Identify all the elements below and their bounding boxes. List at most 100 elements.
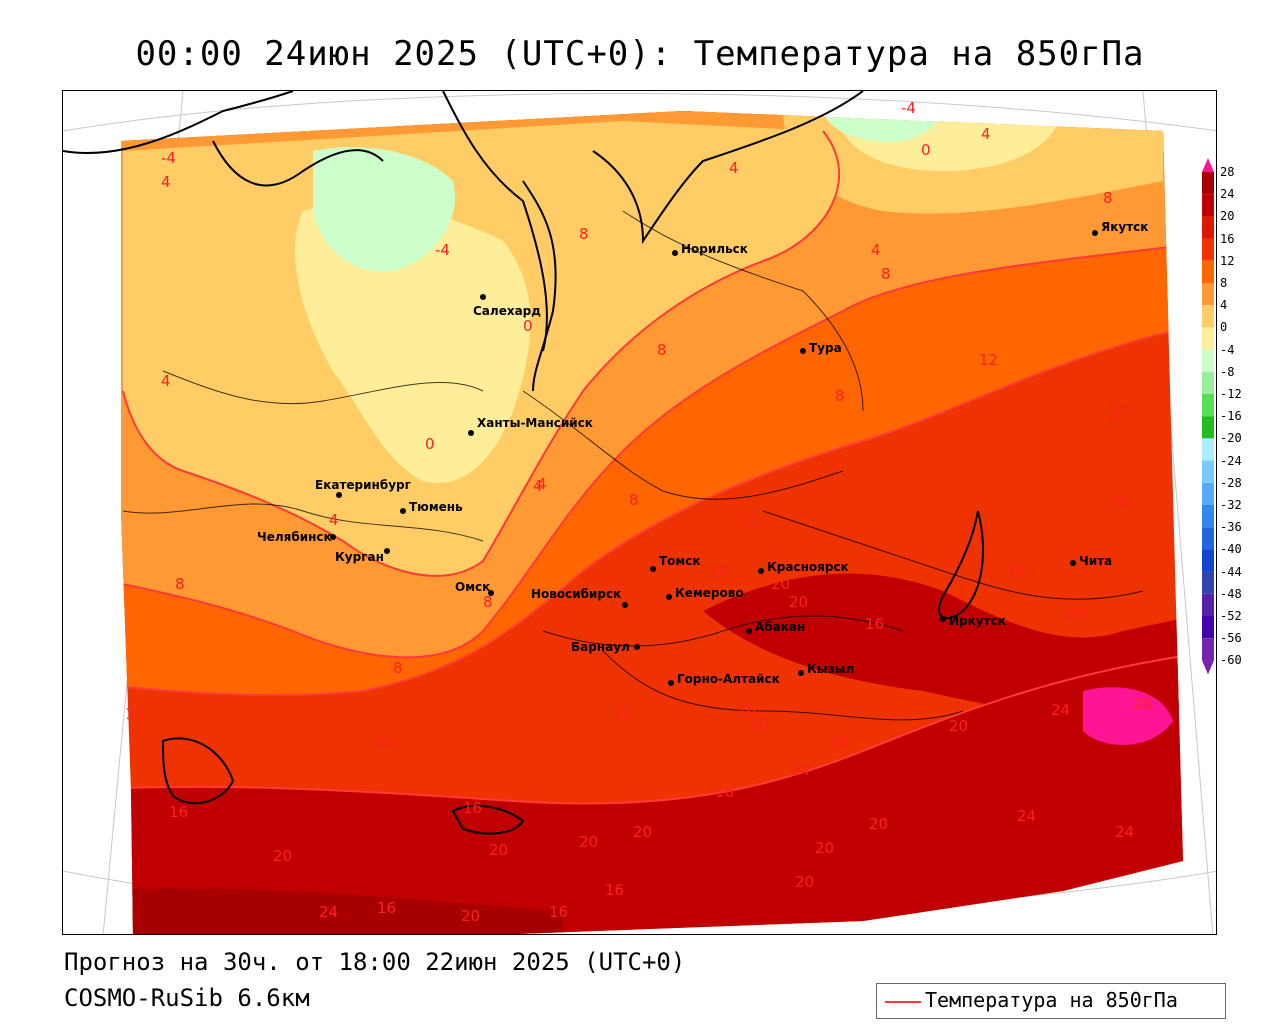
iso-label: 20 (815, 839, 834, 857)
city-yakutsk: Якутск (1092, 220, 1148, 236)
city-abakan: Абакан (746, 620, 805, 634)
svg-text:Кызыл: Кызыл (807, 662, 854, 676)
iso-label: 20 (461, 907, 480, 925)
scale-tick-label: -40 (1220, 542, 1242, 557)
scale-swatch (1202, 616, 1214, 639)
city-salekhard: Салехард (473, 294, 541, 318)
scale-swatch (1202, 460, 1214, 483)
svg-text:Екатеринбург: Екатеринбург (315, 478, 411, 492)
iso-label: 16 (1109, 493, 1128, 511)
iso-label: 12 (1111, 403, 1130, 421)
city-tomsk: Томск (650, 554, 701, 572)
scale-swatch (1202, 505, 1214, 528)
iso-label: 20 (579, 833, 598, 851)
iso-label: 24 (1115, 823, 1134, 841)
forecast-info: Прогноз на 30ч. от 18:00 22июн 2025 (UTC… (64, 948, 686, 976)
scale-tick-label: -20 (1220, 431, 1242, 446)
scale-tick-label: -28 (1220, 475, 1242, 490)
city-kurgan: Курган (335, 548, 390, 564)
iso-label: 8 (657, 341, 667, 359)
scale-swatch (1202, 394, 1214, 417)
scale-swatch (1202, 172, 1214, 195)
iso-label: 16 (709, 563, 728, 581)
scale-swatch (1202, 283, 1214, 306)
iso-label: -4 (435, 241, 450, 259)
scale-tick-label: 28 (1220, 165, 1235, 179)
scale-tick-label: -4 (1220, 342, 1235, 357)
scale-tick-label: -12 (1220, 387, 1242, 401)
scale-tick-label: -24 (1220, 453, 1242, 468)
svg-text:Якутск: Якутск (1101, 220, 1148, 234)
city-chita: Чита (1070, 554, 1112, 568)
city-norilsk: Норильск (672, 242, 748, 256)
scale-swatch (1202, 238, 1214, 261)
iso-label: 4 (537, 475, 547, 493)
svg-text:Тюмень: Тюмень (409, 500, 463, 514)
legend: Температура на 850гПа (876, 983, 1226, 1019)
iso-label: 16 (377, 899, 396, 917)
admin-borders (122, 210, 1144, 721)
svg-text:Иркутск: Иркутск (949, 614, 1006, 628)
scale-tick-label: 8 (1220, 276, 1228, 290)
scale-tick-label: 24 (1220, 187, 1235, 202)
iso-label: 24 (1017, 807, 1036, 825)
scale-tick-label: -60 (1220, 653, 1242, 668)
scale-arrow-bottom (1202, 660, 1214, 675)
scale-tick-label: -56 (1220, 631, 1242, 646)
iso-label: 24 (791, 761, 810, 779)
svg-text:Курган: Курган (335, 550, 384, 564)
svg-text:Челябинск: Челябинск (257, 530, 332, 544)
svg-text:Красноярск: Красноярск (767, 560, 849, 574)
iso-label: 0 (921, 141, 931, 159)
scale-tick-label: -32 (1220, 498, 1242, 512)
scale-tick-label: -44 (1220, 564, 1242, 579)
scale-tick-label: -48 (1220, 586, 1242, 601)
iso-label: 0 (425, 435, 435, 453)
scale-swatch (1202, 371, 1214, 394)
city-novosibirsk: Новосибирск (531, 587, 628, 608)
scale-swatch (1202, 482, 1214, 505)
iso-label: 16 (463, 799, 482, 817)
iso-label: 16 (715, 783, 734, 801)
scale-tick-label: -8 (1220, 364, 1235, 379)
legend-label: Температура на 850гПа (925, 988, 1178, 1012)
iso-label: 12 (125, 705, 144, 723)
city-kyzyl: Кызыл (798, 662, 854, 676)
scale-swatch (1202, 327, 1214, 350)
iso-label: 8 (629, 491, 639, 509)
svg-text:Абакан: Абакан (755, 620, 805, 634)
isotherm-lines (121, 130, 1183, 805)
color-scale: 28 24 20 16 12 8 4 0 -4 -8 -12 -16 -20 -24 -28 -32 -36 -4… (1200, 158, 1280, 688)
scale-arrow-top (1202, 158, 1214, 172)
iso-label: 12 (739, 511, 758, 529)
iso-label: 16 (605, 881, 624, 899)
legend-line-swatch (885, 1001, 921, 1003)
scale-swatch (1202, 349, 1214, 372)
svg-text:Горно-Алтайск: Горно-Алтайск (677, 672, 780, 686)
svg-text:Кемерово: Кемерово (675, 586, 744, 600)
iso-label: 20 (489, 841, 508, 859)
svg-text:Салехард: Салехард (473, 304, 541, 318)
iso-label: 16 (737, 701, 756, 719)
scale-swatch (1202, 216, 1214, 239)
model-name: COSMO-RuSib 6.6км (64, 984, 310, 1012)
iso-label: 8 (1103, 189, 1113, 207)
iso-label: 12 (979, 351, 998, 369)
iso-label: 16 (549, 903, 568, 921)
city-khanty-mansiysk: Ханты-Мансийск (468, 416, 593, 436)
scale-tick-label: -36 (1220, 520, 1242, 535)
iso-label: 20 (633, 823, 652, 841)
scale-tick-label: 4 (1220, 298, 1228, 313)
iso-label: 4 (329, 511, 339, 529)
iso-label: 20 (949, 717, 968, 735)
city-markers: Норильск Якутск Салехард Тура Ханты-Манс… (257, 220, 1148, 686)
iso-label: 8 (393, 659, 403, 677)
city-tyumen: Тюмень (400, 500, 463, 514)
city-tura: Тура (800, 341, 842, 355)
iso-label: 4 (533, 477, 543, 495)
city-barnaul: Барнаул (571, 640, 640, 654)
iso-label: 20 (1065, 605, 1084, 623)
scale-swatch (1202, 438, 1214, 461)
scale-swatch (1202, 194, 1214, 217)
iso-label: 8 (175, 575, 185, 593)
